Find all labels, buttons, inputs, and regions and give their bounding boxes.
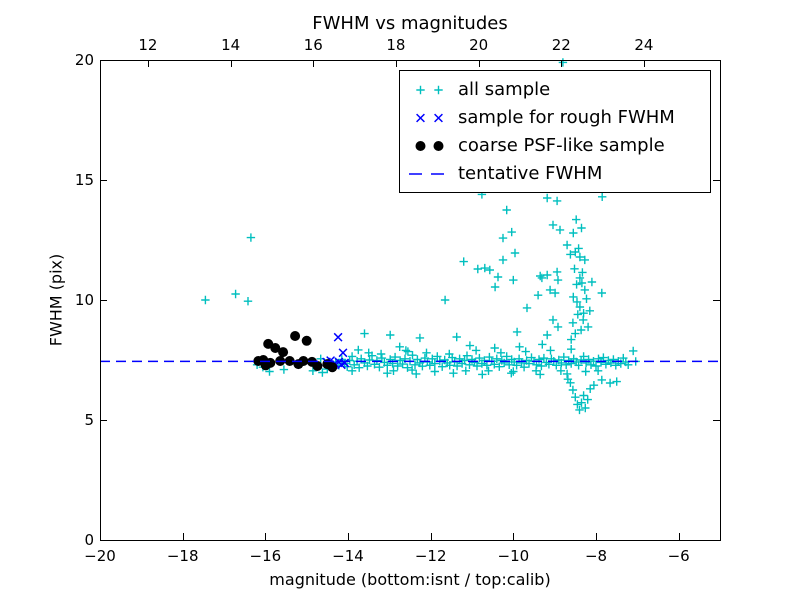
legend-item-label: coarse PSF-like sample [458, 135, 665, 156]
dashed-line-icon [409, 173, 448, 175]
chart-title: FWHM vs magnitudes [312, 13, 508, 34]
y-tick-label: 20 [74, 51, 94, 69]
legend-item: tentative FWHM [400, 160, 710, 188]
x-tick-label: −20 [84, 547, 116, 565]
top-tick-label: 14 [221, 36, 241, 54]
axes-frame [100, 60, 721, 541]
y-tick-label: 10 [74, 291, 94, 309]
y-tick-label: 0 [84, 531, 94, 549]
legend: all sample sample for rough FWHM coarse PS… [399, 70, 711, 193]
y-tick-label: 15 [74, 171, 94, 189]
legend-item-label: all sample [458, 79, 551, 100]
legend-item: sample for rough FWHM [400, 104, 710, 132]
y-tick-label: 5 [84, 411, 94, 429]
x-tick-label: −6 [667, 547, 690, 565]
x-tick-label: −8 [584, 547, 608, 565]
x-axis-label: magnitude (bottom:isnt / top:calib) [269, 570, 551, 589]
legend-item-label: tentative FWHM [458, 163, 603, 184]
top-tick-label: 24 [634, 36, 654, 54]
x-tick-label: −18 [166, 547, 199, 565]
legend-item: coarse PSF-like sample [400, 132, 710, 160]
legend-item-label: sample for rough FWHM [458, 107, 675, 128]
scatter-psf-like-sample [253, 331, 338, 373]
x-tick-label: −14 [332, 547, 364, 565]
x-marker-icon [416, 113, 443, 123]
legend-item: all sample [400, 76, 710, 104]
x-tick-label: −16 [249, 547, 282, 565]
top-tick-label: 12 [138, 36, 158, 54]
plus-marker-icon [416, 85, 443, 95]
dot-marker-icon [415, 141, 444, 151]
top-tick-label: 20 [469, 36, 489, 54]
top-tick-label: 22 [551, 36, 571, 54]
x-tick-label: −12 [414, 547, 447, 565]
top-tick-label: 18 [386, 36, 406, 54]
top-tick-label: 16 [303, 36, 323, 54]
x-tick-label: −10 [497, 547, 530, 565]
scatter-all-sample [201, 58, 640, 415]
